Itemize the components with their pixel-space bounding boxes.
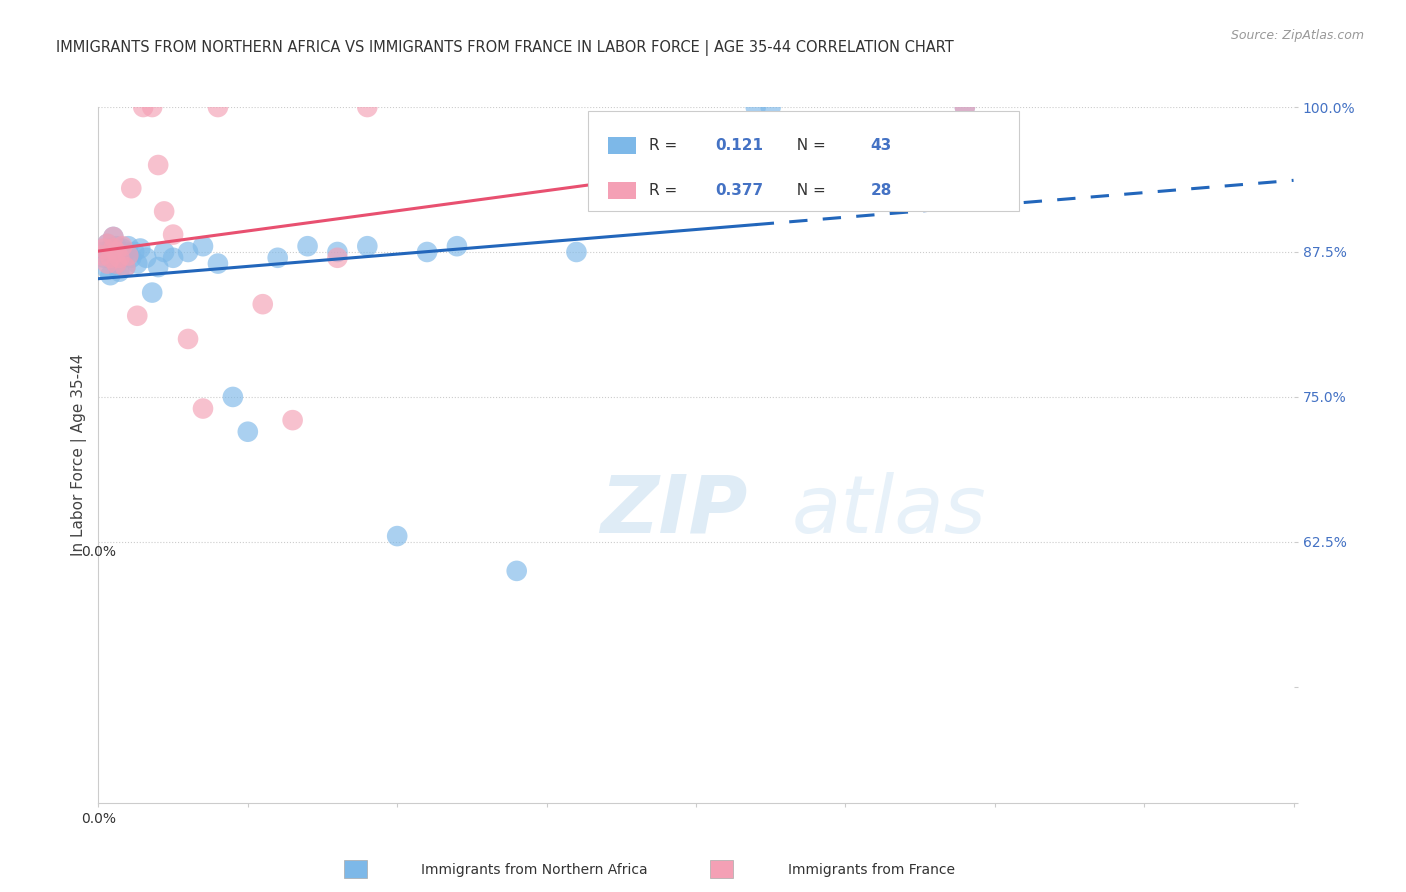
Text: N =: N =: [787, 183, 831, 198]
Point: [114, 244, 136, 259]
Point: [446, 239, 468, 253]
Point: [114, 260, 136, 274]
Text: Immigrants from Northern Africa: Immigrants from Northern Africa: [420, 863, 648, 877]
Text: R =: R =: [650, 183, 682, 198]
Point: [385, 529, 409, 543]
Point: [297, 239, 319, 253]
Point: [120, 251, 142, 265]
Point: [105, 257, 128, 271]
Point: [108, 251, 131, 265]
Point: [267, 251, 290, 265]
Point: [506, 564, 529, 578]
FancyBboxPatch shape: [589, 111, 1019, 211]
Point: [281, 413, 304, 427]
Point: [356, 100, 378, 114]
Point: [565, 244, 588, 259]
Point: [132, 100, 155, 114]
Point: [105, 257, 128, 271]
Point: [252, 297, 274, 311]
Point: [93, 251, 115, 265]
Text: 43: 43: [870, 137, 891, 153]
Point: [207, 257, 229, 271]
Point: [177, 332, 200, 346]
Point: [129, 242, 152, 256]
Text: Source: ZipAtlas.com: Source: ZipAtlas.com: [1230, 29, 1364, 42]
Point: [90, 248, 112, 262]
Point: [120, 181, 142, 195]
Point: [177, 244, 200, 259]
Point: [127, 309, 149, 323]
Point: [103, 248, 125, 262]
Point: [111, 251, 134, 265]
Point: [108, 244, 131, 259]
Point: [141, 100, 163, 114]
Text: IMMIGRANTS FROM NORTHERN AFRICA VS IMMIGRANTS FROM FRANCE IN LABOR FORCE | AGE 3: IMMIGRANTS FROM NORTHERN AFRICA VS IMMIG…: [56, 40, 955, 56]
Point: [127, 257, 149, 271]
Point: [111, 242, 134, 256]
Point: [759, 100, 782, 114]
Point: [98, 251, 122, 265]
FancyBboxPatch shape: [607, 182, 637, 199]
Y-axis label: In Labor Force | Age 35-44: In Labor Force | Age 35-44: [72, 354, 87, 556]
Text: Immigrants from France: Immigrants from France: [789, 863, 955, 877]
Point: [111, 239, 134, 253]
Text: R =: R =: [650, 137, 682, 153]
Point: [108, 265, 131, 279]
Point: [98, 268, 122, 282]
Point: [191, 401, 214, 416]
Point: [96, 236, 118, 251]
Text: 0.0%: 0.0%: [82, 545, 115, 559]
Point: [114, 260, 136, 274]
Point: [117, 248, 139, 262]
Point: [953, 100, 976, 114]
Point: [153, 204, 176, 219]
Point: [207, 100, 229, 114]
Point: [356, 239, 378, 253]
Point: [745, 100, 768, 114]
Point: [222, 390, 245, 404]
Text: 28: 28: [870, 183, 891, 198]
Point: [148, 158, 170, 172]
Point: [153, 244, 176, 259]
Point: [162, 251, 184, 265]
Point: [96, 236, 118, 251]
Point: [96, 262, 118, 277]
Point: [98, 242, 122, 256]
Point: [93, 242, 115, 256]
Text: atlas: atlas: [792, 472, 987, 549]
FancyBboxPatch shape: [607, 137, 637, 153]
Point: [416, 244, 439, 259]
Point: [103, 242, 125, 256]
Point: [124, 244, 146, 259]
Text: N =: N =: [787, 137, 831, 153]
Point: [148, 260, 170, 274]
Point: [117, 239, 139, 253]
Text: ZIP: ZIP: [600, 472, 748, 549]
Point: [103, 230, 125, 244]
Point: [103, 230, 125, 244]
Point: [105, 244, 128, 259]
Point: [236, 425, 259, 439]
Point: [326, 251, 349, 265]
Point: [141, 285, 163, 300]
Point: [90, 244, 112, 259]
Point: [135, 251, 157, 265]
Point: [96, 257, 118, 271]
Point: [953, 100, 976, 114]
Text: 0.121: 0.121: [716, 137, 763, 153]
Text: 0.377: 0.377: [716, 183, 763, 198]
Point: [105, 239, 128, 253]
Point: [191, 239, 214, 253]
Point: [162, 227, 184, 242]
Point: [326, 244, 349, 259]
